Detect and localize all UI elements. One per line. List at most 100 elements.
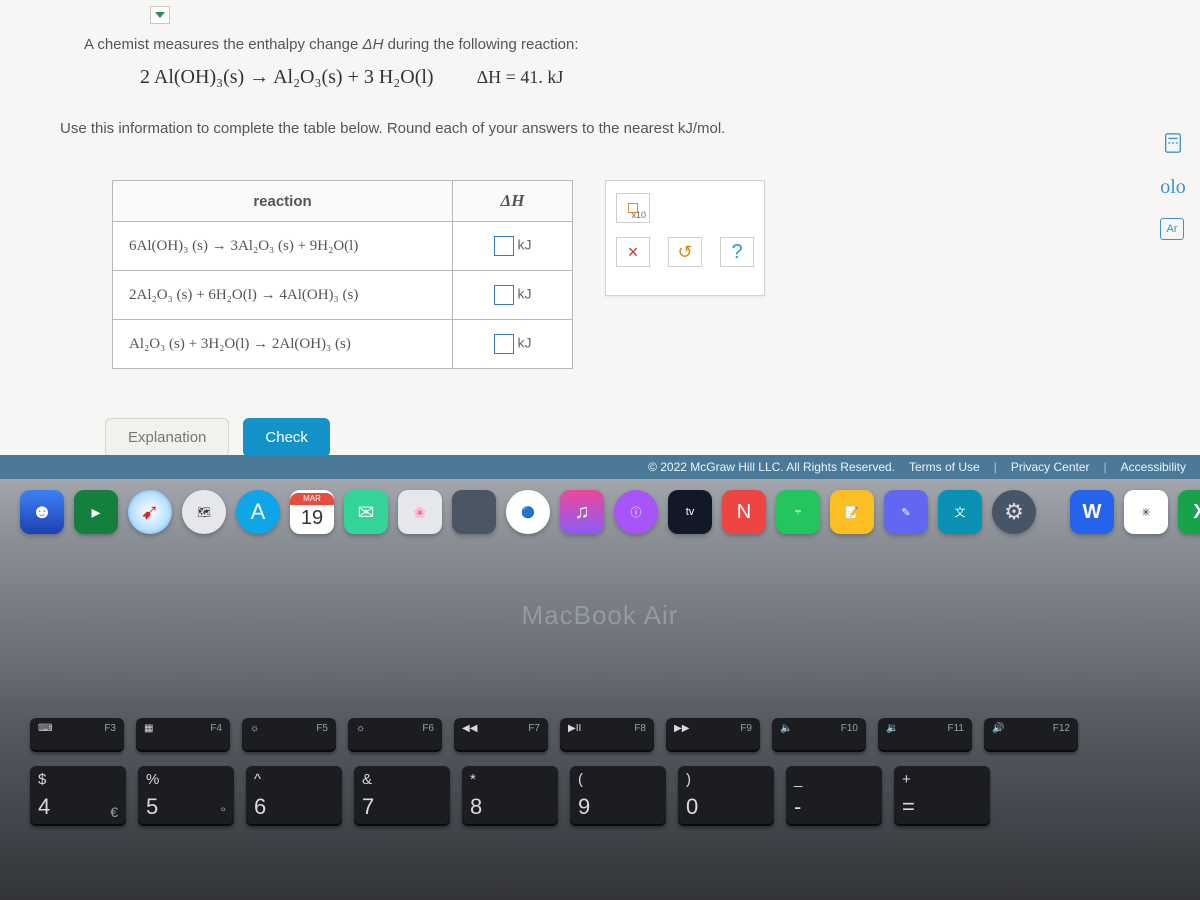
terms-link[interactable]: Terms of Use [909, 460, 980, 474]
number-key[interactable]: $4€ [30, 766, 126, 826]
unit-label: kJ [518, 236, 532, 252]
function-key[interactable]: ▶IIF8 [560, 718, 654, 752]
finder-icon: ☻ [31, 501, 52, 524]
intro-dh: ΔH [363, 36, 384, 53]
dock-app-edit[interactable]: ✎ [884, 490, 928, 534]
separator: | [1104, 460, 1107, 474]
key-fn-label: F4 [210, 723, 222, 734]
number-key[interactable]: (9 [570, 766, 666, 826]
key-symbol: ☼ [356, 723, 365, 734]
function-key[interactable]: ☼F5 [242, 718, 336, 752]
dock-app-messages[interactable]: ✉ [344, 490, 388, 534]
key-fn-label: F8 [634, 723, 646, 734]
answer-input[interactable] [494, 334, 514, 354]
key-fn-label: F11 [948, 723, 965, 734]
key-shift-symbol: ^ [254, 771, 261, 788]
function-key[interactable]: ▦ F4 [136, 718, 230, 752]
dock-app-finder[interactable]: ☻ [20, 490, 64, 534]
reset-icon: ↺ [677, 242, 692, 263]
dock-app-stocks[interactable]: ⫧ [776, 490, 820, 534]
key-symbol: ☼ [250, 723, 259, 734]
function-key[interactable]: ▶▶F9 [666, 718, 760, 752]
equation-dh: ΔH = 41. kJ [477, 67, 564, 87]
key-main-symbol: = [902, 794, 915, 820]
dock-app-translate[interactable]: 文 [938, 490, 982, 534]
accessibility-link[interactable]: Accessibility [1121, 460, 1186, 474]
music-icon: ♫ [575, 501, 590, 524]
answer-input[interactable] [494, 285, 514, 305]
calculator-tool[interactable] [1160, 130, 1186, 156]
function-key[interactable]: 🔊F12 [984, 718, 1078, 752]
help-button[interactable]: ? [720, 237, 754, 267]
dock-app-generic[interactable] [452, 490, 496, 534]
key-shift-symbol: _ [794, 771, 802, 788]
macos-dock: ☻ ▸ ➹ 🗺 A MAR 19 ✉ 🌸 🔵 ♫ ⓘ tv N ⫧ 📝 ✎ 文 … [10, 484, 1200, 540]
dock-app-excel[interactable]: X [1178, 490, 1200, 534]
dock-app-calendar[interactable]: MAR 19 [290, 490, 334, 534]
dock-app-appletv[interactable]: tv [668, 490, 712, 534]
news-icon: N [737, 501, 751, 524]
key-symbol: ▦ [144, 723, 153, 734]
periodic-table-tool[interactable]: Ar [1160, 218, 1184, 240]
podcasts-icon: ⓘ [631, 504, 642, 520]
periodic-icon: Ar [1167, 223, 1178, 235]
key-main-symbol: 5 [146, 794, 158, 820]
function-key[interactable]: 🔈F10 [772, 718, 866, 752]
calculator-icon [1162, 132, 1184, 154]
number-key[interactable]: &7 [354, 766, 450, 826]
dock-app-podcasts[interactable]: ⓘ [614, 490, 658, 534]
equation-text: 2 Al(OH)₃(s) → Al₂O₃(s) + 3 H₂O(l) [140, 66, 434, 88]
question-dropdown[interactable] [150, 6, 170, 24]
answer-input[interactable] [494, 236, 514, 256]
dock-app-word[interactable]: W [1070, 490, 1114, 534]
function-key[interactable]: ⌨F3 [30, 718, 124, 752]
word-icon: W [1083, 501, 1102, 524]
reset-button[interactable]: ↺ [668, 237, 702, 267]
privacy-link[interactable]: Privacy Center [1011, 460, 1090, 474]
highlighter-tool[interactable]: olo [1160, 174, 1186, 200]
explanation-button[interactable]: Explanation [105, 418, 229, 457]
key-main-symbol: 7 [362, 794, 374, 820]
key-main-symbol: - [794, 794, 801, 820]
dock-app-chrome[interactable]: 🔵 [506, 490, 550, 534]
key-alt-symbol: ° [220, 804, 226, 820]
sci-notation-button[interactable]: x10 [616, 193, 650, 223]
number-key[interactable]: _- [786, 766, 882, 826]
dock-app-safari[interactable]: ➹ [128, 490, 172, 534]
excel-icon: X [1193, 501, 1200, 524]
appletv-icon: tv [686, 506, 695, 518]
maps-icon: 🗺 [197, 506, 211, 519]
problem-intro: A chemist measures the enthalpy change Δ… [84, 36, 579, 53]
key-symbol: 🔉 [886, 723, 898, 734]
number-key[interactable]: %5° [138, 766, 234, 826]
check-button[interactable]: Check [243, 418, 330, 457]
number-key[interactable]: *8 [462, 766, 558, 826]
dock-app-notes[interactable]: 📝 [830, 490, 874, 534]
dock-app-maps[interactable]: 🗺 [182, 490, 226, 534]
key-fn-label: F9 [740, 723, 752, 734]
dock-app-appstore[interactable]: A [236, 490, 280, 534]
messages-icon: ✉ [358, 500, 375, 525]
dock-app-settings[interactable]: ⚙ [992, 490, 1036, 534]
dock-app-news[interactable]: N [722, 490, 766, 534]
number-key[interactable]: ^6 [246, 766, 342, 826]
table-row: Al₂O₃ (s) + 3H₂O(l) → 2Al(OH)₃ (s) kJ [113, 320, 573, 369]
dock-app-facetime[interactable]: ▸ [74, 490, 118, 534]
dock-app-music[interactable]: ♫ [560, 490, 604, 534]
key-main-symbol: 8 [470, 794, 482, 820]
settings-icon: ⚙ [1004, 499, 1024, 525]
clear-button[interactable]: × [616, 237, 650, 267]
function-key[interactable]: ☼F6 [348, 718, 442, 752]
number-key[interactable]: += [894, 766, 990, 826]
function-key[interactable]: 🔉 F11 [878, 718, 972, 752]
dock-app-photos[interactable]: 🌸 [398, 490, 442, 534]
key-main-symbol: 6 [254, 794, 266, 820]
function-key[interactable]: ◀◀F7 [454, 718, 548, 752]
number-key[interactable]: )0 [678, 766, 774, 826]
reaction-cell: Al₂O₃ (s) + 3H₂O(l) → 2Al(OH)₃ (s) [113, 320, 453, 369]
reaction-cell: 2Al₂O₃ (s) + 6H₂O(l) → 4Al(OH)₃ (s) [113, 271, 453, 320]
intro-text-before: A chemist measures the enthalpy change [84, 36, 363, 53]
translate-icon: 文 [955, 504, 966, 520]
key-fn-label: F7 [528, 723, 540, 734]
dock-app-slack[interactable]: ✳ [1124, 490, 1168, 534]
